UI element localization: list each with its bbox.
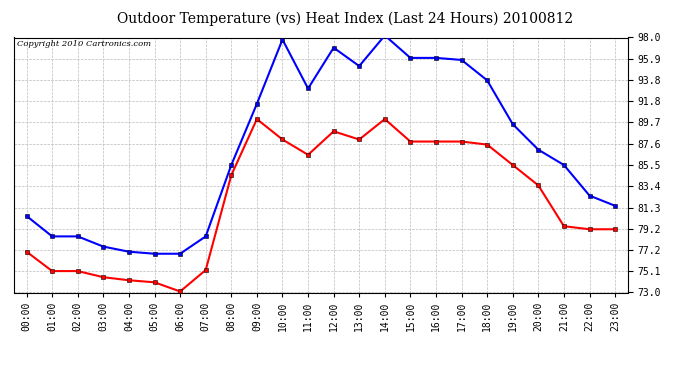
Text: Copyright 2010 Cartronics.com: Copyright 2010 Cartronics.com bbox=[17, 40, 151, 48]
Text: Outdoor Temperature (vs) Heat Index (Last 24 Hours) 20100812: Outdoor Temperature (vs) Heat Index (Las… bbox=[117, 11, 573, 26]
